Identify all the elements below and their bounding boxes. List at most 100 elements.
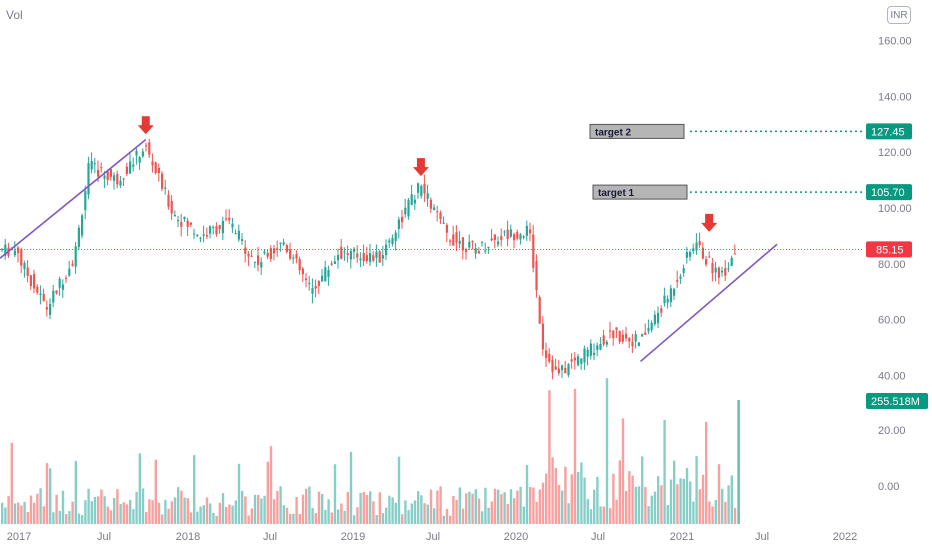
volume-bar xyxy=(609,508,612,524)
volume-bar xyxy=(263,495,266,524)
candle-body xyxy=(474,248,477,254)
candle-body xyxy=(698,241,701,246)
y-tick-label: 120.00 xyxy=(878,147,912,159)
volume-bar xyxy=(561,490,564,524)
candle-body xyxy=(298,259,301,271)
candle-body xyxy=(234,233,237,235)
volume-bar xyxy=(423,503,426,524)
volume-bar xyxy=(26,511,29,524)
price-axis: 160.00 140.00 120.00 100.00 80.00 60.00 40.00 2… xyxy=(878,36,912,493)
volume-bar xyxy=(445,508,449,524)
x-tick-label: 2022 xyxy=(833,531,857,543)
candle-body xyxy=(455,232,458,243)
volume-bar xyxy=(205,497,209,524)
candle-body xyxy=(68,268,71,276)
volume-bar xyxy=(621,418,625,524)
volume-bar xyxy=(721,488,724,524)
candle-body xyxy=(407,200,410,217)
candle-body xyxy=(180,221,183,227)
candle-body xyxy=(148,142,151,155)
candle-body xyxy=(58,278,61,288)
candle-body xyxy=(570,359,573,362)
volume-bar xyxy=(497,489,500,524)
x-tick-label: 2018 xyxy=(176,531,200,543)
volume-bar xyxy=(407,510,410,524)
candle-body xyxy=(244,247,247,254)
volume-bar xyxy=(500,494,503,524)
candle-body xyxy=(433,207,436,211)
candle-body xyxy=(381,255,384,259)
candle-body xyxy=(676,280,679,282)
volume-bar xyxy=(138,453,141,524)
candle-body xyxy=(721,270,724,273)
volume-bar xyxy=(538,489,541,524)
volume-bar xyxy=(692,501,695,524)
volume-bar xyxy=(87,488,90,524)
volume-bar xyxy=(397,456,401,524)
volume-bar xyxy=(23,501,26,524)
volume-bar xyxy=(125,504,129,524)
target-tag-label: 127.45 xyxy=(871,126,905,138)
candle-body xyxy=(42,293,45,302)
candle-body xyxy=(618,330,621,342)
volume-bar xyxy=(369,491,372,524)
volume-bar xyxy=(193,455,196,524)
candle-body xyxy=(311,288,314,294)
candle-body xyxy=(13,250,16,256)
volume-bar xyxy=(711,506,714,524)
candle-body xyxy=(685,252,688,258)
volume-bar xyxy=(132,509,135,524)
candle-body xyxy=(90,161,93,170)
candle-body xyxy=(145,145,148,147)
candle-body xyxy=(132,164,135,167)
candle-body xyxy=(458,240,461,244)
volume-bar xyxy=(577,471,580,524)
candle-body xyxy=(461,237,464,251)
x-tick-label: Jul xyxy=(755,531,769,543)
x-tick-label: Jul xyxy=(97,531,111,543)
candle-body xyxy=(717,267,720,278)
volume-bar xyxy=(679,478,682,524)
candle-body xyxy=(202,234,205,236)
candle-body xyxy=(324,267,327,282)
trend-lines: 85.15 255.518M xyxy=(0,139,928,409)
volume-bar xyxy=(93,496,97,524)
candle-body xyxy=(660,308,663,313)
candle-body xyxy=(477,251,480,254)
volume-bar xyxy=(519,486,522,524)
candle-body xyxy=(557,368,560,374)
target-box-label: target 2 xyxy=(595,127,632,138)
volume-bar xyxy=(167,508,170,524)
volume-bar xyxy=(282,505,285,524)
candle-body xyxy=(26,267,29,276)
candle-body xyxy=(333,261,336,265)
volume-bar xyxy=(685,467,689,524)
volume-bar xyxy=(154,459,157,524)
candle-body xyxy=(314,285,317,289)
candle-body xyxy=(468,241,471,248)
volume-bar xyxy=(612,473,615,524)
candle-body xyxy=(644,332,647,335)
volume-bar xyxy=(557,484,561,524)
x-tick-label: Jul xyxy=(591,531,605,543)
volume-bar xyxy=(359,492,362,524)
volume-bar xyxy=(477,498,481,524)
volume-bar xyxy=(641,456,644,524)
candle-body xyxy=(87,163,90,195)
volume-bar xyxy=(509,489,513,524)
volume-bar xyxy=(615,499,618,524)
volume-bar xyxy=(394,502,397,524)
candle-body xyxy=(385,244,388,256)
candle-body xyxy=(506,229,509,239)
volume-bar xyxy=(413,500,417,524)
candle-body xyxy=(631,342,634,347)
volume-bar xyxy=(353,515,356,524)
volume-bar xyxy=(529,486,532,524)
volume-bar xyxy=(436,490,439,524)
candle-body xyxy=(516,232,519,239)
volume-bar xyxy=(4,507,7,524)
target-box xyxy=(592,184,688,200)
candle-body xyxy=(29,275,32,287)
currency-button[interactable]: INR xyxy=(887,6,911,24)
